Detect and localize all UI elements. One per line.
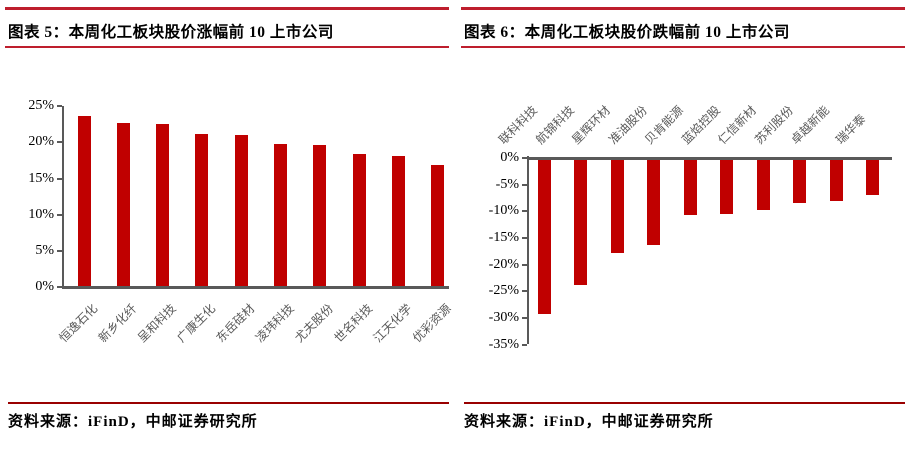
- y-tick-mark: [522, 210, 527, 213]
- category-label: 联科科技: [496, 103, 541, 147]
- source-note: 资料来源：iFinD，中邮证券研究所: [8, 414, 258, 430]
- source-rule: [464, 402, 905, 404]
- bar: [431, 165, 445, 286]
- title-bottom-rule: [5, 46, 449, 48]
- title-top-rule: [5, 7, 449, 10]
- category-label: 仁信新材: [715, 103, 760, 147]
- category-label: 蓝焰控股: [678, 103, 723, 147]
- title-top-rule: [461, 7, 905, 10]
- y-tick-mark: [57, 105, 62, 108]
- category-label: 星辉环材: [569, 103, 614, 147]
- bar: [720, 159, 734, 214]
- bar: [756, 159, 770, 211]
- y-tick-label: -5%: [495, 176, 519, 192]
- y-tick-label: 5%: [35, 242, 54, 258]
- y-tick-mark: [57, 177, 62, 180]
- category-label: 瑞华泰: [833, 111, 869, 147]
- category-label: 准油股份: [605, 103, 650, 147]
- y-tick-mark: [522, 290, 527, 293]
- bar: [195, 134, 209, 286]
- figure-6-losers: 图表 6：本周化工板块股价跌幅前 10 上市公司 0% -5% -10% -15% -2…: [456, 0, 912, 450]
- y-tick-mark: [522, 316, 527, 319]
- y-tick-mark: [522, 183, 527, 186]
- bar: [156, 124, 170, 286]
- bar: [352, 153, 366, 286]
- y-tick-label: 0%: [35, 279, 54, 294]
- figure-title: 图表 6：本周化工板块股价跌幅前 10 上市公司: [464, 24, 790, 41]
- y-axis-line: [527, 156, 529, 344]
- y-tick-label: 0%: [500, 150, 519, 165]
- bar: [610, 159, 624, 254]
- bar: [391, 155, 405, 286]
- y-tick-label: 15%: [28, 170, 54, 186]
- bar: [77, 116, 91, 286]
- category-label: 航锦科技: [532, 103, 577, 147]
- y-axis-line: [62, 106, 64, 288]
- bar: [537, 159, 551, 315]
- figure-title: 图表 5：本周化工板块股价涨幅前 10 上市公司: [8, 24, 334, 41]
- title-bottom-rule: [461, 46, 905, 48]
- category-label: 贝肯能源: [642, 103, 687, 147]
- y-tick-mark: [57, 141, 62, 144]
- y-tick-mark: [57, 213, 62, 216]
- y-tick-label: -20%: [488, 256, 519, 272]
- bar: [829, 159, 843, 202]
- x-axis-line: [527, 157, 892, 160]
- category-label: 苏利股份: [752, 103, 796, 147]
- source-rule: [8, 402, 449, 404]
- bar: [647, 159, 661, 245]
- bar: [274, 143, 287, 286]
- category-label: 恒逸石化: [56, 301, 101, 346]
- gainers-bar-chart: 0% 5% 10% 15% 20% 25% 恒逸石化 新乡化纤 呈和科技 广康生化 东岳硅材 凌玮科技…: [0, 90, 456, 395]
- y-tick-mark: [522, 263, 527, 266]
- y-tick-label: -35%: [488, 336, 519, 352]
- y-tick-label: -30%: [488, 309, 519, 325]
- figure-5-gainers: 图表 5：本周化工板块股价涨幅前 10 上市公司 0% 5% 10% 15% 20% 25…: [0, 7, 456, 430]
- y-tick-label: -10%: [488, 203, 519, 219]
- bar: [234, 134, 248, 286]
- y-tick-label: 20%: [28, 134, 54, 150]
- y-tick-mark: [522, 157, 527, 159]
- y-tick-mark: [57, 249, 62, 252]
- category-label: 卓越新能: [788, 103, 833, 147]
- source-note: 资料来源：iFinD，中邮证券研究所: [464, 414, 714, 430]
- y-tick-label: -15%: [488, 229, 519, 245]
- y-tick-mark: [522, 343, 527, 346]
- bar: [574, 159, 588, 285]
- bar: [313, 145, 327, 286]
- y-tick-label: 10%: [28, 206, 54, 222]
- y-tick-mark: [57, 286, 62, 288]
- y-tick-label: -25%: [488, 283, 519, 299]
- bar: [116, 123, 130, 286]
- bar: [866, 159, 880, 196]
- losers-bar-chart: 0% -5% -10% -15% -20% -25% -30% -35% 联科科技 航锦科技 星辉环…: [456, 90, 912, 395]
- bar: [683, 159, 697, 215]
- y-tick-label: 25%: [28, 98, 54, 114]
- x-axis-line: [62, 286, 449, 289]
- bar: [793, 159, 807, 204]
- y-tick-mark: [522, 236, 527, 239]
